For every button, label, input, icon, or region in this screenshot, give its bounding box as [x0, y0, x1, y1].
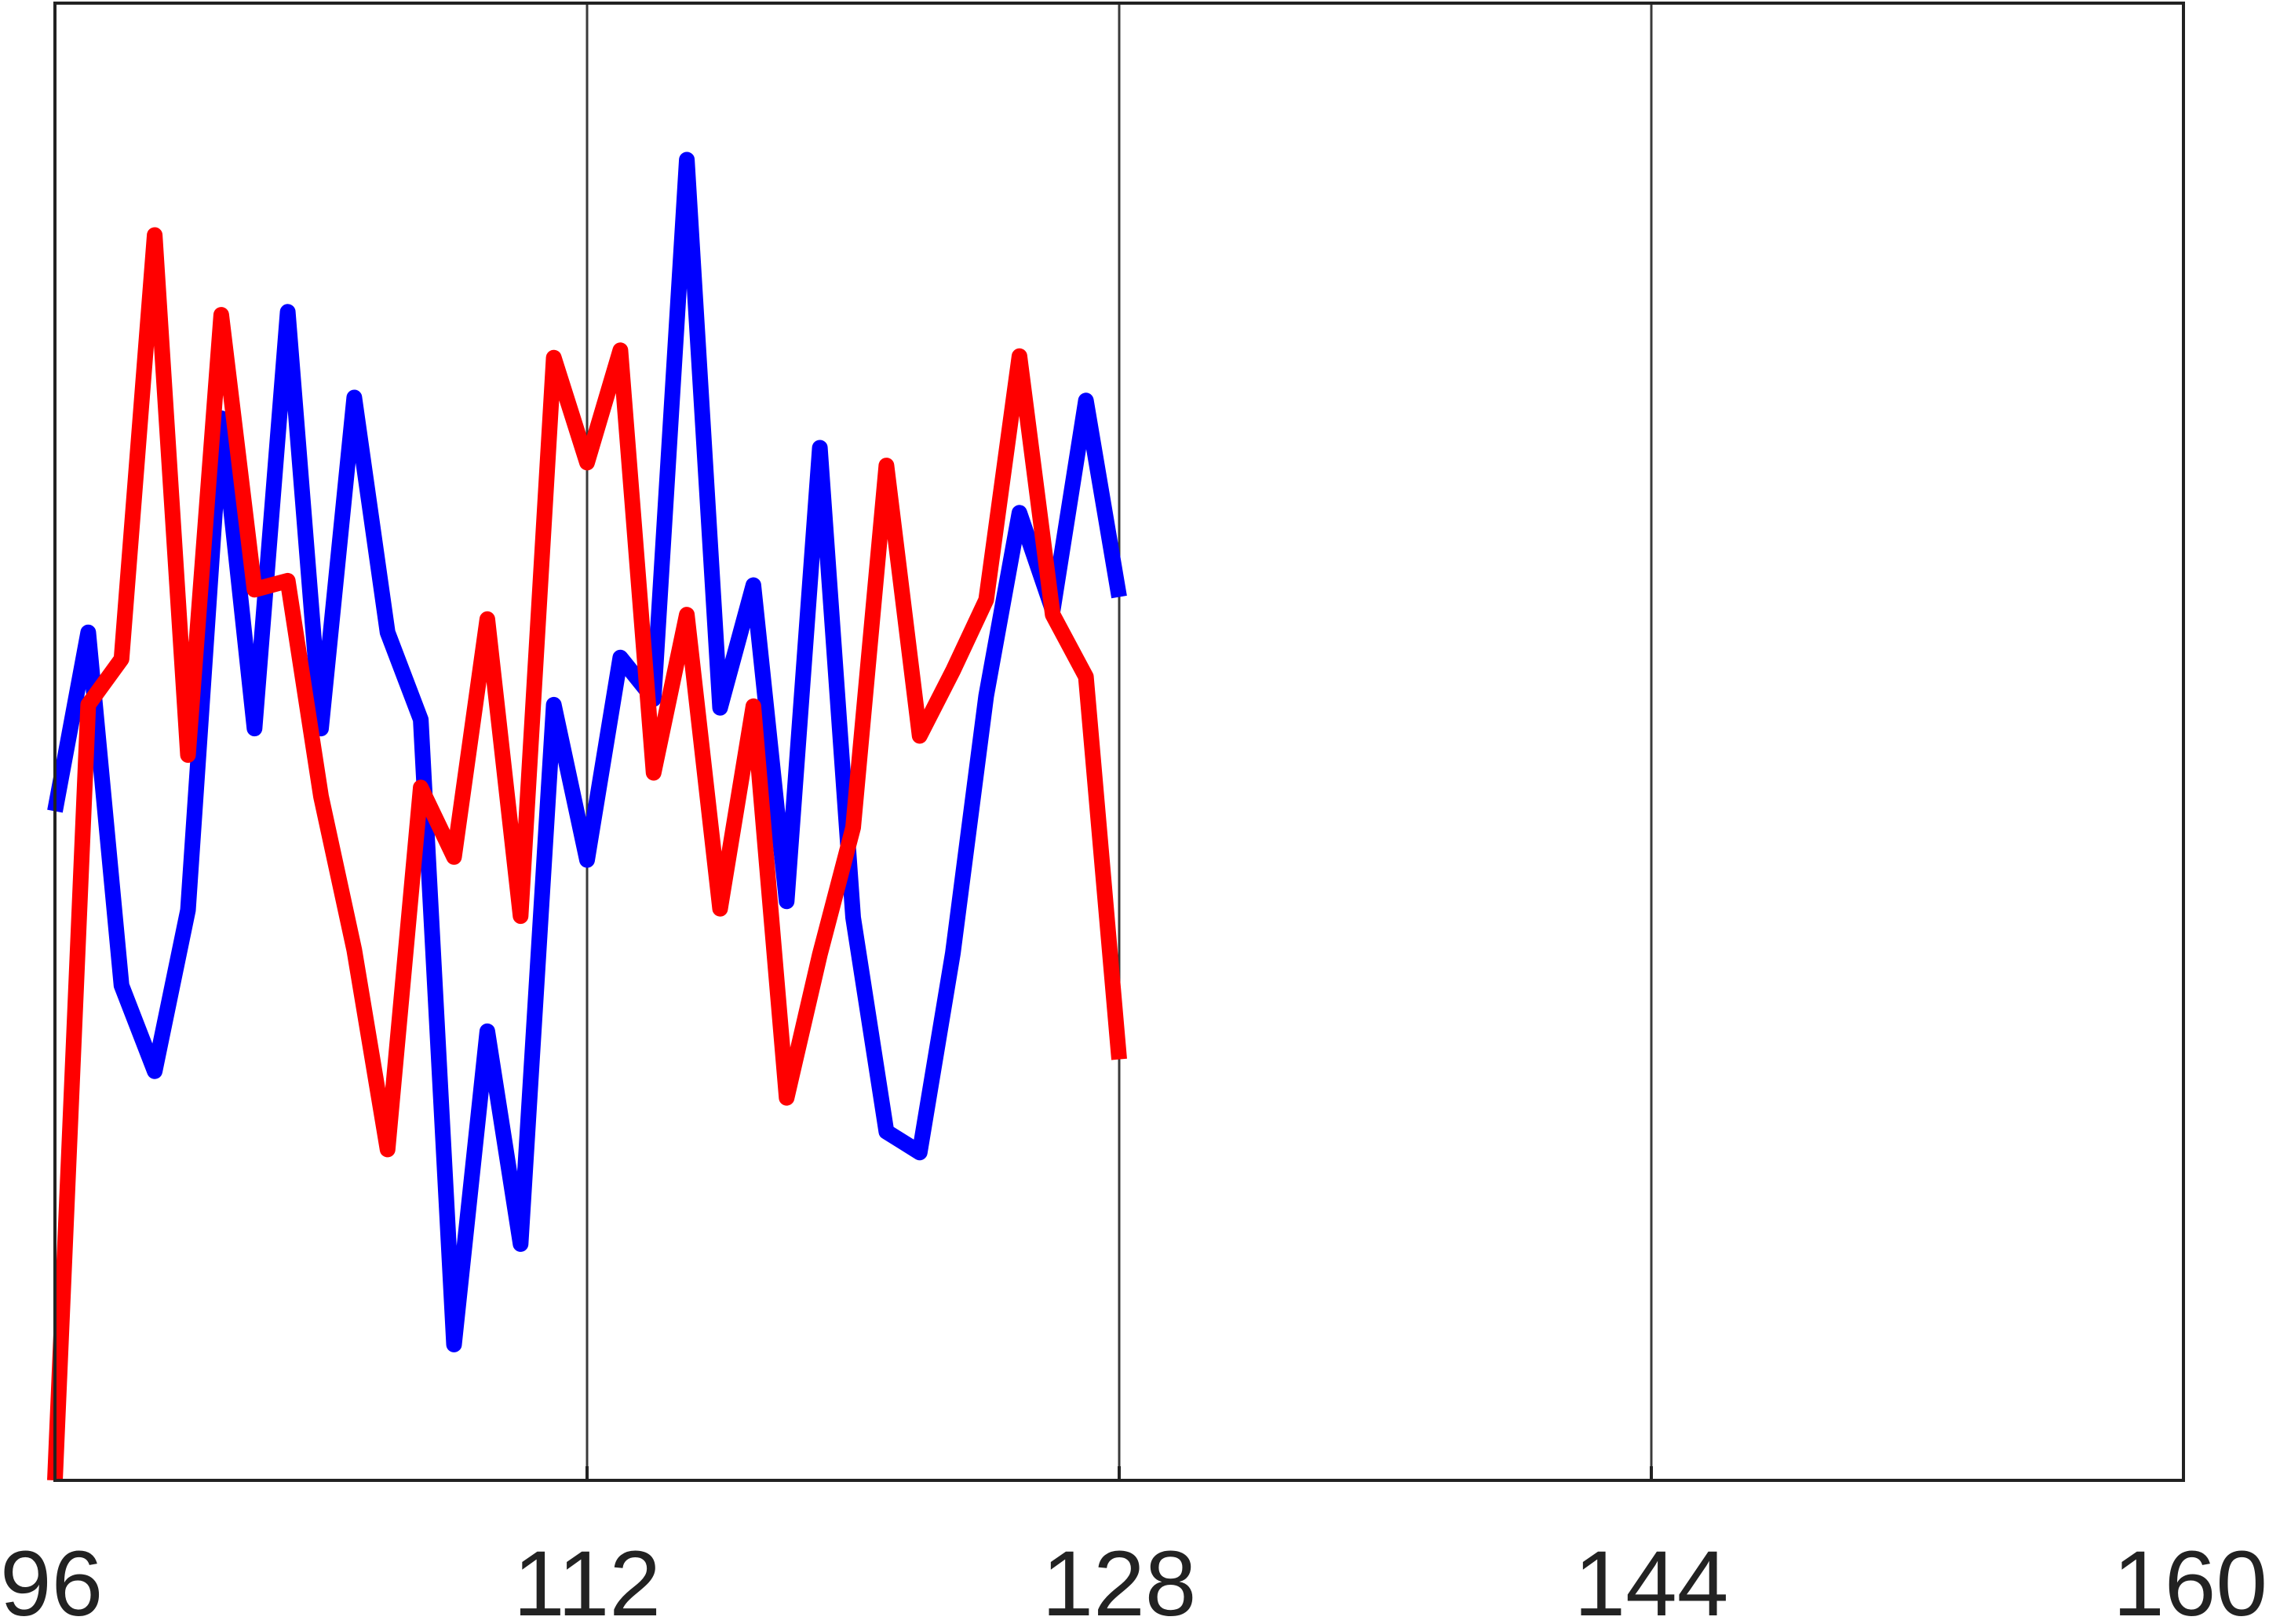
- plot-series: [47, 151, 1127, 1481]
- x-tick-label-144: 144: [1574, 1532, 1729, 1624]
- series-line-1: [47, 151, 1127, 1352]
- x-tick-label-96: 96: [0, 1532, 103, 1624]
- x-tick-labels: 96 112 128 144 160: [0, 1466, 2267, 1624]
- series-line-2: [47, 227, 1127, 1481]
- x-tick-label-112: 112: [513, 1532, 661, 1624]
- x-tick-label-128: 128: [1042, 1532, 1197, 1624]
- x-gridlines: [585, 3, 1653, 1480]
- x-tick-label-160: 160: [2113, 1532, 2267, 1624]
